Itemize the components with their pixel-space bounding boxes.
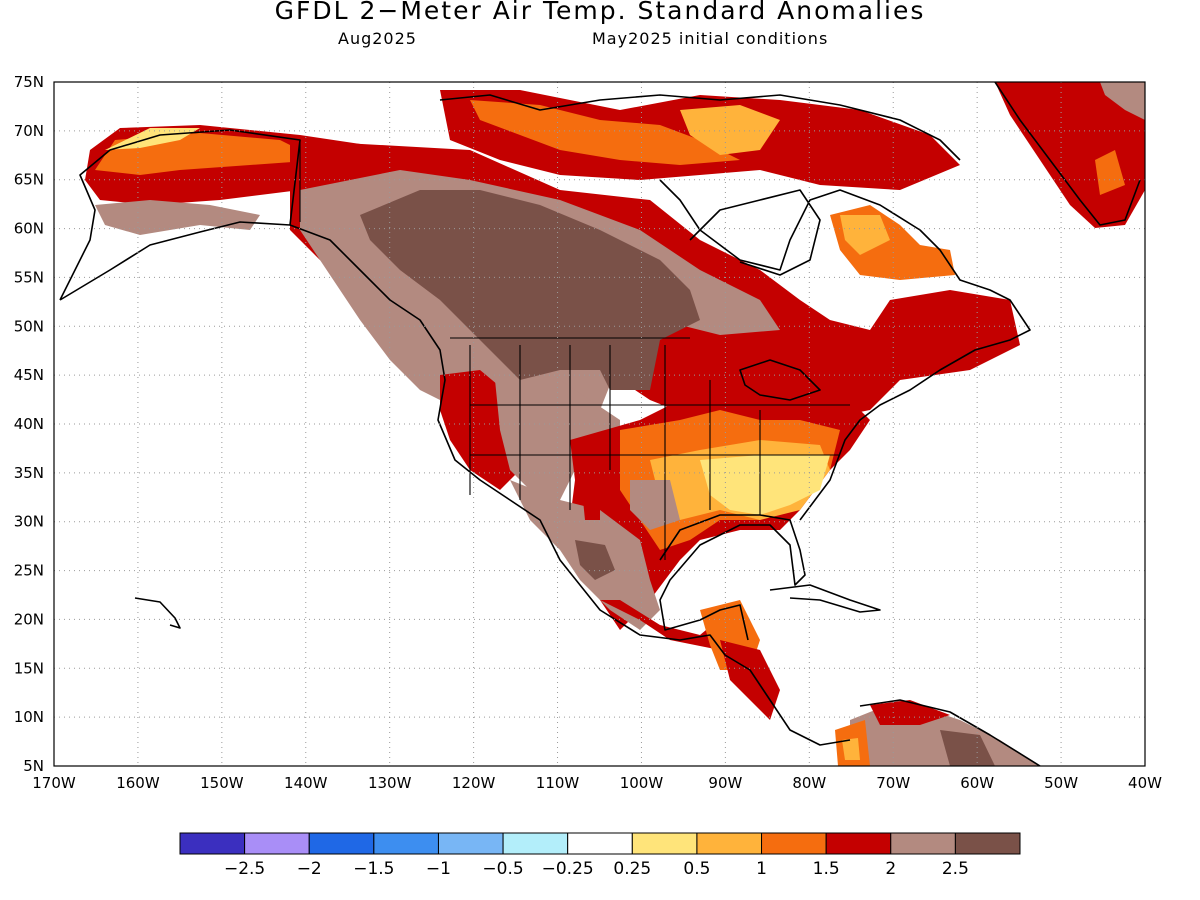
coastline-northwest (289, 224, 851, 746)
shade-south-america-dark (940, 730, 995, 766)
lat-label: 45N (14, 366, 44, 384)
lon-label: 70W (876, 774, 910, 792)
coastline-greenland (994, 82, 1141, 226)
coastline-south-america (859, 699, 1041, 766)
colorbar-swatch (631, 832, 698, 855)
colorbar-swatch (954, 832, 1021, 855)
colorbar-label: −2 (297, 859, 322, 879)
colorbar-swatch (244, 832, 310, 855)
colorbar-label: 0.25 (613, 859, 651, 879)
colorbar-swatch (890, 832, 956, 855)
colorbar-label: 2 (885, 859, 896, 879)
shade-quebec-light (840, 215, 890, 255)
shade-arctic-orange2 (680, 105, 780, 155)
shade-canada-darkbrown (360, 190, 700, 390)
shade-peninsula-red (580, 470, 600, 520)
lon-label: 170W (32, 774, 76, 792)
coastline-arctic (439, 94, 961, 161)
lat-label: 10N (14, 708, 44, 726)
valid-month-label: Aug2025 (338, 29, 417, 48)
lon-label: 150W (200, 774, 244, 792)
colorbar-swatch (179, 832, 246, 855)
colorbar-swatch (437, 832, 504, 855)
lat-label: 35N (14, 464, 44, 482)
colorbar-label: −2.5 (224, 859, 265, 879)
lon-label: 50W (1044, 774, 1078, 792)
initial-conditions-label: May2025 initial conditions (592, 29, 829, 48)
colorbar-label: −0.5 (482, 859, 523, 879)
lat-label: 65N (14, 171, 44, 189)
shade-west-us-brown (495, 380, 620, 500)
shade-central-america-red (720, 640, 780, 720)
coastlines (59, 82, 1141, 766)
colorbar-swatch (308, 832, 375, 855)
lon-label: 160W (116, 774, 160, 792)
coastline-east (659, 179, 1031, 521)
lat-label: 55N (14, 268, 44, 286)
colorbar-swatch (373, 832, 439, 855)
anomaly-shading (85, 82, 1145, 766)
colorbar-label: 1.5 (813, 859, 840, 879)
shade-colombia-yellow (842, 738, 860, 760)
colorbar-swatch (761, 832, 827, 855)
lat-label: 50N (14, 317, 44, 335)
lat-label: 40N (14, 415, 44, 433)
map-frame (53, 81, 1146, 767)
coastline-hudson (689, 189, 821, 276)
map-title: GFDL 2−Meter Air Temp. Standard Anomalie… (274, 0, 926, 25)
colorbar-label: −0.25 (542, 859, 594, 879)
lat-label: 5N (23, 757, 44, 775)
colorbar-label: 2.5 (942, 859, 969, 879)
lon-label: 130W (368, 774, 412, 792)
colorbar-label: 1 (756, 859, 767, 879)
coastline-hawaii (134, 597, 181, 629)
lon-label: 100W (620, 774, 664, 792)
shade-south-america-red (870, 700, 950, 725)
colorbar-label: −1 (426, 859, 451, 879)
shade-southeast-yellow (700, 455, 830, 515)
lat-label: 25N (14, 562, 44, 580)
longitude-labels: 170W 160W 150W 140W 130W 120W 110W 100W 90W 80W 70… (32, 774, 1162, 792)
shade-mexico-darkbrown (575, 540, 615, 580)
shade-greenland-brown (1100, 82, 1145, 120)
colorbar-swatch (567, 832, 633, 855)
lon-label: 140W (284, 774, 328, 792)
lat-label: 30N (14, 513, 44, 531)
lon-label: 90W (708, 774, 742, 792)
lat-label: 15N (14, 659, 44, 677)
colorbar-labels: −2.5 −2 −1.5 −1 −0.5 −0.25 0.25 0.5 1 1.5 2 2.5 (224, 859, 969, 879)
grid-lines (54, 82, 1145, 766)
shade-texas-brown (630, 480, 680, 530)
lon-label: 40W (1128, 774, 1162, 792)
coastline-great-lakes (739, 359, 821, 401)
lon-label: 110W (536, 774, 580, 792)
colorbar-label: −1.5 (353, 859, 394, 879)
lon-label: 120W (452, 774, 496, 792)
colorbar-label: 0.5 (683, 859, 710, 879)
latitude-labels: 75N 70N 65N 60N 55N 50N 45N 40N 35N 30N 25N 20N 15N 1… (14, 73, 44, 775)
lat-label: 70N (14, 122, 44, 140)
shade-mexico-red (600, 600, 740, 650)
colorbar-swatch (825, 832, 892, 855)
coastline-cuba (769, 584, 881, 613)
state-borders (299, 140, 850, 560)
lon-label: 80W (792, 774, 826, 792)
shade-alaska-brown (95, 200, 260, 235)
colorbar-swatch (696, 832, 763, 855)
colorbar (179, 832, 1021, 855)
lat-label: 20N (14, 610, 44, 628)
shade-greenland-orange (1095, 150, 1125, 195)
lat-label: 75N (14, 73, 44, 91)
lat-label: 60N (14, 220, 44, 238)
lon-label: 60W (960, 774, 994, 792)
coastline-alaska (59, 129, 301, 301)
colorbar-swatch (502, 832, 569, 855)
shade-arctic-orange (470, 100, 740, 165)
